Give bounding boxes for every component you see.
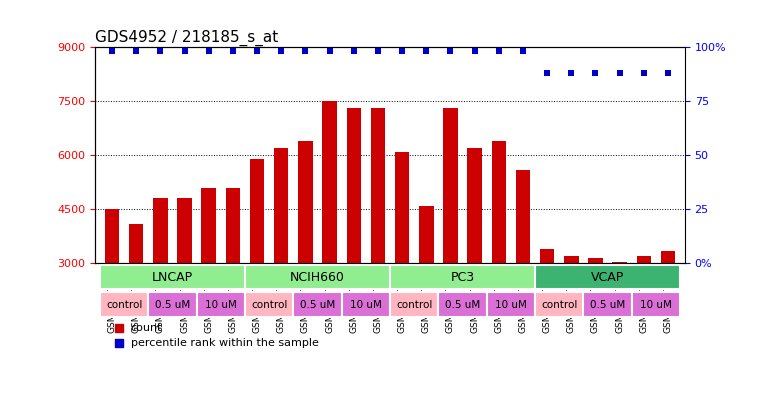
Point [106,48,118,55]
Point [323,48,336,55]
Point [598,274,610,280]
Text: control: control [541,299,578,310]
Bar [419,206,434,263]
FancyBboxPatch shape [438,292,487,317]
FancyBboxPatch shape [196,292,245,317]
Text: 0.5 uM: 0.5 uM [154,299,190,310]
Point [299,48,311,55]
Bar [323,101,337,263]
FancyBboxPatch shape [148,292,196,317]
Text: count: count [131,323,162,333]
Text: percentile rank within the sample: percentile rank within the sample [131,338,318,349]
FancyBboxPatch shape [100,292,148,317]
FancyBboxPatch shape [293,292,342,317]
Bar [540,249,554,263]
Point [565,70,578,76]
Point [541,70,553,76]
FancyBboxPatch shape [632,292,680,317]
Text: 0.5 uM: 0.5 uM [590,299,626,310]
Point [469,48,481,55]
Point [492,48,505,55]
Point [662,70,674,76]
Bar [467,148,482,263]
Text: PC3: PC3 [451,270,475,284]
FancyBboxPatch shape [245,292,293,317]
FancyBboxPatch shape [535,292,584,317]
Text: VCAP: VCAP [591,270,624,284]
Bar [177,198,192,263]
Bar [298,141,313,263]
Point [348,48,360,55]
FancyBboxPatch shape [487,292,535,317]
Bar [613,261,627,263]
Text: NCIH660: NCIH660 [290,270,345,284]
FancyBboxPatch shape [342,292,390,317]
Bar [492,141,506,263]
Point [179,48,191,55]
Text: 10 uM: 10 uM [205,299,237,310]
Bar [129,224,144,263]
Bar [202,188,216,263]
Bar [274,148,288,263]
Bar [564,256,578,263]
Point [613,70,626,76]
Point [638,70,650,76]
Point [202,48,215,55]
Text: 0.5 uM: 0.5 uM [445,299,480,310]
FancyBboxPatch shape [100,265,245,289]
FancyBboxPatch shape [535,265,680,289]
Point [517,48,529,55]
Bar [661,251,675,263]
Text: 10 uM: 10 uM [495,299,527,310]
Point [589,70,601,76]
Point [396,48,408,55]
Text: control: control [106,299,142,310]
Text: GDS4952 / 218185_s_at: GDS4952 / 218185_s_at [95,29,279,46]
Bar [516,170,530,263]
Text: LNCAP: LNCAP [152,270,193,284]
Bar [443,108,457,263]
Text: control: control [251,299,288,310]
Bar [153,198,167,263]
Point [275,48,288,55]
Text: 0.5 uM: 0.5 uM [300,299,335,310]
Text: 10 uM: 10 uM [350,299,382,310]
FancyBboxPatch shape [390,292,438,317]
Point [227,48,239,55]
Text: 10 uM: 10 uM [640,299,672,310]
FancyBboxPatch shape [390,265,535,289]
FancyBboxPatch shape [245,265,390,289]
Point [154,48,167,55]
Point [420,48,432,55]
Bar [105,209,119,263]
Point [598,131,610,137]
Bar [395,152,409,263]
Bar [636,256,651,263]
Point [372,48,384,55]
Bar [346,108,361,263]
Point [251,48,263,55]
Point [444,48,457,55]
Point [130,48,142,55]
Text: control: control [396,299,432,310]
Bar [250,159,264,263]
Bar [588,258,603,263]
FancyBboxPatch shape [584,292,632,317]
Bar [226,188,240,263]
Bar [371,108,385,263]
